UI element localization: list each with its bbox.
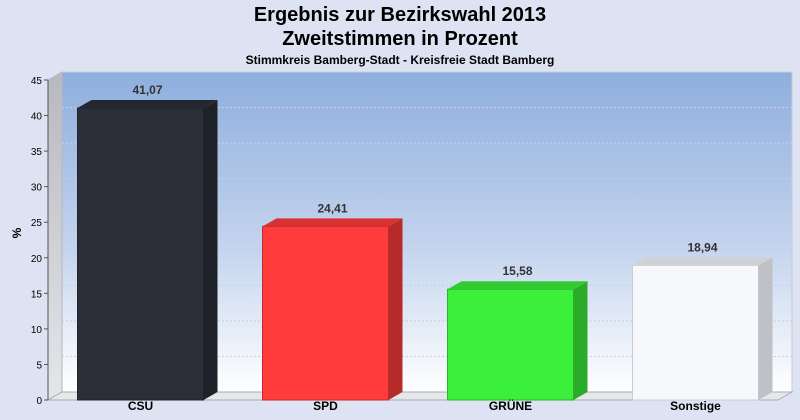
- y-axis: 0 5 10 15 20 25 30 35 40 45%: [10, 76, 49, 407]
- bar-side: [573, 281, 588, 400]
- y-tick-label: 40: [31, 112, 43, 123]
- bar-grne: [447, 288, 574, 401]
- bar-sonstige: [632, 264, 759, 401]
- data-label: 18,94: [687, 240, 717, 254]
- bar-top: [447, 281, 588, 290]
- bars: [77, 99, 773, 401]
- bar-top: [262, 218, 403, 227]
- y-tick-label: 25: [31, 218, 43, 229]
- bar-side: [388, 218, 403, 400]
- chart-title: Ergebnis zur Bezirkswahl 2013: [253, 4, 547, 26]
- data-label: 24,41: [317, 201, 347, 215]
- bar-side: [758, 257, 773, 400]
- y-tick-label: 5: [36, 360, 42, 371]
- plot-side-wall: [47, 71, 63, 401]
- y-tick-label: 15: [31, 289, 43, 300]
- chart-title-2: Zweitstimmen in Prozent: [282, 28, 518, 50]
- bar-csu: [77, 107, 204, 401]
- y-axis-label: %: [10, 227, 24, 238]
- bar-side: [203, 99, 218, 401]
- x-tick-label: CSU: [128, 399, 153, 413]
- chart-subtitle: Stimmkreis Bamberg-Stadt - Kreisfreie St…: [245, 53, 555, 67]
- data-label: 41,07: [132, 83, 162, 97]
- x-tick-label: Sonstige: [670, 399, 721, 413]
- bar-top: [77, 99, 218, 108]
- bar-spd: [262, 225, 389, 401]
- data-label: 15,58: [502, 264, 532, 278]
- y-tick-label: 30: [31, 183, 43, 194]
- y-tick-label: 0: [36, 396, 42, 407]
- x-tick-label: GRÜNE: [489, 398, 532, 413]
- y-tick-label: 45: [31, 76, 43, 87]
- y-tick-label: 20: [31, 254, 43, 265]
- labels: 41,07 CSU 24,41 SPD 15,58 GRÜNE 18,94 Sonstige: [128, 83, 721, 413]
- y-tick-label: 35: [31, 147, 43, 158]
- bar-top: [632, 257, 773, 266]
- y-tick-label: 10: [31, 325, 43, 336]
- x-tick-label: SPD: [313, 399, 338, 413]
